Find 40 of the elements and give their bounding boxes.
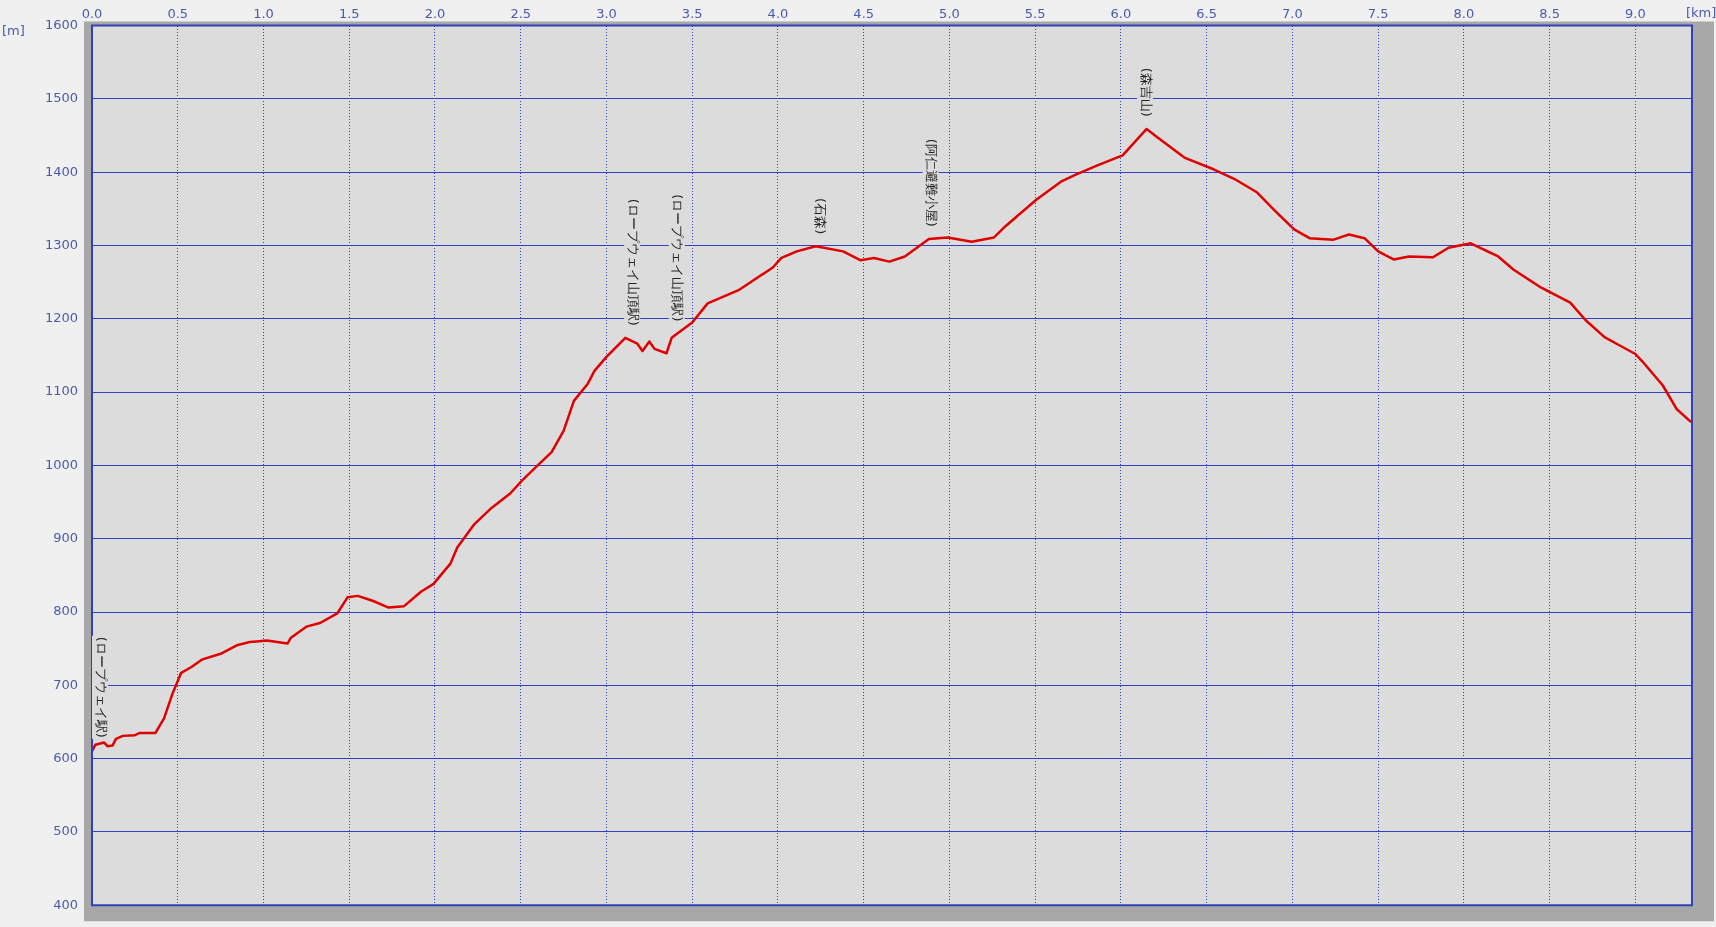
- annotation: (石森): [812, 198, 828, 235]
- y-tick-label: 500: [53, 823, 78, 839]
- x-tick-label: 1.5: [338, 6, 360, 22]
- y-tick-label: 1200: [44, 310, 78, 326]
- x-axis-title: [km]: [1686, 5, 1716, 21]
- annotation: (森吉山): [1138, 67, 1154, 117]
- x-tick-label: 0.0: [81, 6, 103, 22]
- x-tick-label: 8.0: [1453, 6, 1475, 22]
- y-tick-label: 1500: [44, 90, 78, 106]
- x-tick-label: 3.5: [681, 6, 703, 22]
- x-tick-label: 2.5: [510, 6, 532, 22]
- annotation: (ロープウェイ山頂駅): [670, 194, 686, 322]
- annotation: (阿仁避難小屋): [924, 138, 940, 227]
- x-tick-label: 2.0: [424, 6, 446, 22]
- x-tick-label: 6.5: [1196, 6, 1218, 22]
- x-tick-label: 6.0: [1110, 6, 1132, 22]
- y-tick-label: 1100: [44, 383, 78, 399]
- y-tick-label: 400: [53, 896, 78, 912]
- x-tick-label: 4.0: [767, 6, 789, 22]
- annotation: (ロープウェイ山頂駅): [625, 198, 641, 326]
- x-tick-label: 9.0: [1625, 6, 1646, 22]
- x-tick-label: 1.0: [253, 6, 274, 22]
- x-tick-label: 5.5: [1024, 6, 1046, 22]
- y-axis-title: [m]: [2, 22, 25, 38]
- y-tick-label: 1300: [44, 236, 78, 252]
- y-tick-label: 900: [53, 530, 78, 546]
- y-tick-label: 1000: [44, 456, 78, 472]
- x-tick-label: 7.5: [1367, 6, 1389, 22]
- y-tick-label: 600: [53, 749, 78, 765]
- y-tick-label: 800: [53, 603, 78, 619]
- x-tick-label: 7.0: [1282, 6, 1303, 22]
- y-tick-label: 1600: [44, 16, 78, 32]
- x-tick-label: 3.0: [596, 6, 617, 22]
- x-tick-label: 4.5: [853, 6, 875, 22]
- x-tick-label: 8.5: [1539, 6, 1561, 22]
- x-tick-label: 0.5: [167, 6, 189, 22]
- y-tick-label: 700: [53, 676, 78, 692]
- y-tick-label: 1400: [44, 163, 78, 179]
- annotation: (ロープウェイ駅): [93, 636, 109, 738]
- x-tick-label: 5.0: [939, 6, 960, 22]
